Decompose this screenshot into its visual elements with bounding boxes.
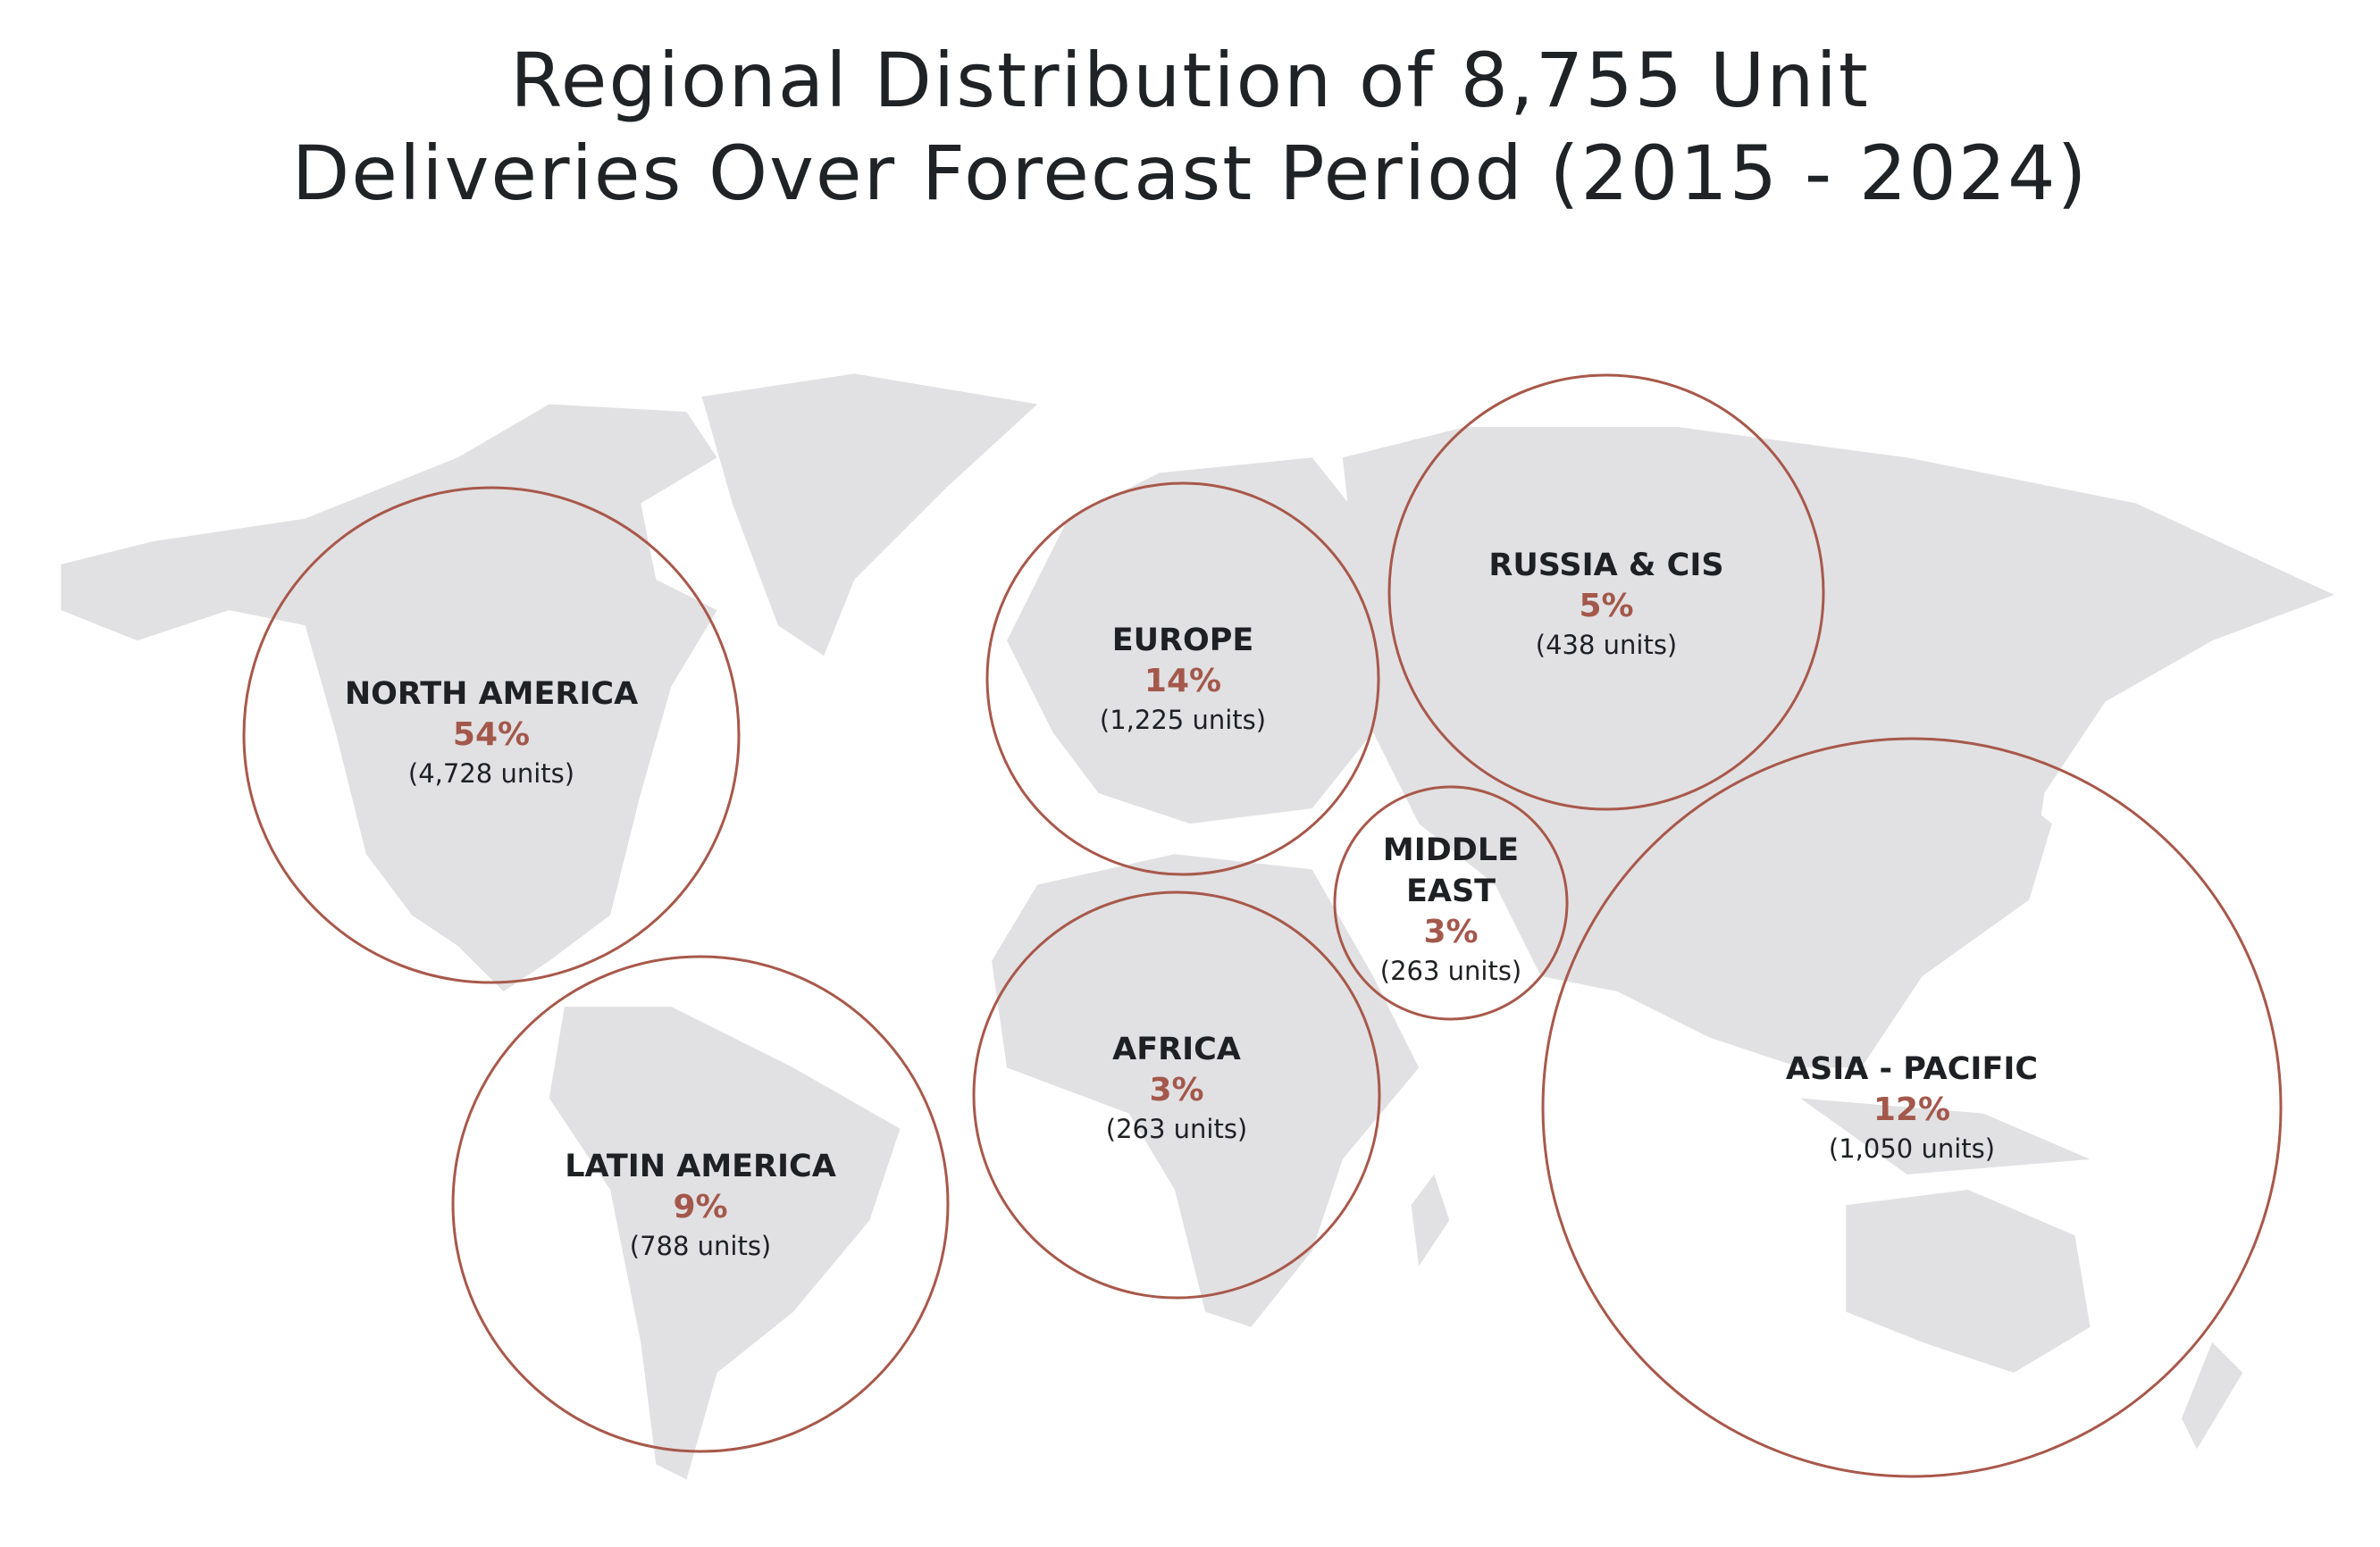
region-circle xyxy=(242,486,741,984)
region-share: 9% xyxy=(673,1189,728,1225)
title-line: Regional Distribution of 8,755 Unit xyxy=(510,37,1870,124)
greenland xyxy=(701,373,1038,656)
region-units: (788 units) xyxy=(629,1231,772,1261)
region-circles xyxy=(242,373,2283,1478)
madagascar xyxy=(1411,1174,1450,1267)
japan xyxy=(1999,793,2052,900)
north-america xyxy=(61,404,717,992)
region-circle xyxy=(451,955,950,1453)
region-name: RUSSIA & CIS xyxy=(1488,548,1724,583)
region-circle xyxy=(1541,737,2283,1478)
region-units: (438 units) xyxy=(1535,630,1678,660)
region-name: EUROPE xyxy=(1111,623,1254,658)
title-line: Deliveries Over Forecast Period (2015 - … xyxy=(291,130,2089,217)
region-share: 12% xyxy=(1873,1091,1951,1128)
region-name: AFRICA xyxy=(1112,1032,1241,1067)
indonesia xyxy=(1800,1098,2091,1175)
region-units: (1,225 units) xyxy=(1099,705,1267,735)
region-share: 3% xyxy=(1423,914,1479,950)
region-label: MIDDLE EAST 3% (263 units) xyxy=(1263,830,1638,989)
continents xyxy=(61,373,2334,1480)
region-name: ASIA - PACIFIC xyxy=(1785,1051,2039,1087)
region-name: MIDDLE EAST xyxy=(1382,832,1520,909)
region-units: (1,050 units) xyxy=(1828,1133,1996,1164)
region-label: RUSSIA & CIS 5% (438 units) xyxy=(1419,545,1794,663)
region-circle xyxy=(1333,785,1569,1021)
region-share: 5% xyxy=(1579,588,1634,624)
region-circle xyxy=(985,481,1380,876)
region-units: (263 units) xyxy=(1105,1114,1248,1144)
africa xyxy=(992,854,1420,1327)
region-name: LATIN AMERICA xyxy=(565,1149,836,1184)
region-name: NORTH AMERICA xyxy=(344,676,639,712)
region-label: NORTH AMERICA 54% (4,728 units) xyxy=(304,673,679,791)
australia xyxy=(1846,1190,2091,1373)
region-circle xyxy=(1387,373,1825,811)
region-label: LATIN AMERICA 9% (788 units) xyxy=(513,1146,888,1264)
new-zealand xyxy=(2182,1342,2243,1450)
region-share: 3% xyxy=(1149,1072,1204,1108)
region-label: AFRICA 3% (263 units) xyxy=(989,1029,1364,1147)
region-label: EUROPE 14% (1,225 units) xyxy=(995,620,1370,738)
south-america xyxy=(549,1007,901,1480)
region-label: ASIA - PACIFIC 12% (1,050 units) xyxy=(1724,1049,2099,1167)
region-units: (263 units) xyxy=(1379,956,1522,986)
region-share: 14% xyxy=(1144,663,1222,699)
region-units: (4,728 units) xyxy=(407,758,575,789)
region-circle xyxy=(972,891,1381,1300)
region-share: 54% xyxy=(452,716,531,753)
europe xyxy=(1007,457,1373,824)
asia xyxy=(1342,427,2334,1068)
